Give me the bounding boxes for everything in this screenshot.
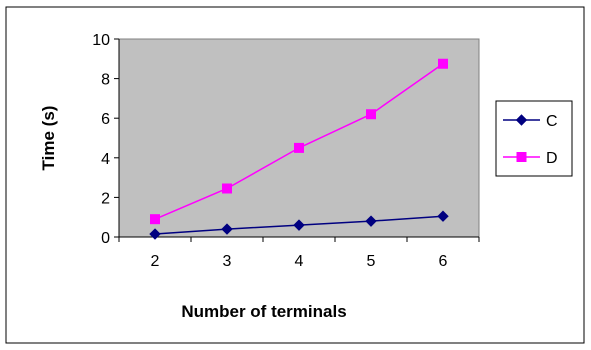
legend-marker-c: [515, 114, 528, 126]
series-d: [150, 58, 448, 225]
legend-label-c: C: [546, 113, 558, 130]
legend: CD: [495, 100, 573, 177]
data-point-d: [222, 183, 232, 194]
y-tick-label: 2: [101, 190, 110, 207]
legend-box: [495, 100, 573, 177]
y-tick-label: 8: [101, 72, 110, 89]
data-point-c: [437, 210, 449, 222]
data-point-d: [294, 142, 304, 153]
series-layer: [149, 58, 449, 240]
x-tick-label: 4: [295, 253, 304, 270]
y-tick-label: 0: [101, 230, 110, 247]
y-axis-title: Time (s): [39, 106, 58, 171]
data-point-c: [365, 215, 377, 227]
data-point-d: [366, 109, 376, 120]
series-c: [149, 210, 449, 240]
data-point-d: [150, 214, 160, 225]
data-point-c: [221, 223, 233, 235]
data-point-d: [438, 58, 448, 69]
x-tick-label: 2: [151, 253, 160, 270]
plot-area: [118, 38, 480, 238]
x-tick-label: 5: [367, 253, 376, 270]
y-axis: 0 2 4 6 8 10: [92, 32, 120, 247]
data-point-c: [149, 228, 161, 240]
x-axis: 2 3 4 5 6: [118, 236, 480, 270]
legend-marker-d: [516, 152, 527, 162]
x-tick-label: 6: [439, 253, 448, 270]
y-tick-label: 6: [101, 111, 110, 128]
y-tick-label: 4: [101, 151, 110, 168]
x-axis-title: Number of terminals: [181, 302, 346, 321]
y-tick-label: 10: [92, 32, 110, 49]
x-tick-label: 3: [223, 253, 232, 270]
legend-label-d: D: [546, 150, 558, 167]
data-point-c: [293, 219, 305, 231]
